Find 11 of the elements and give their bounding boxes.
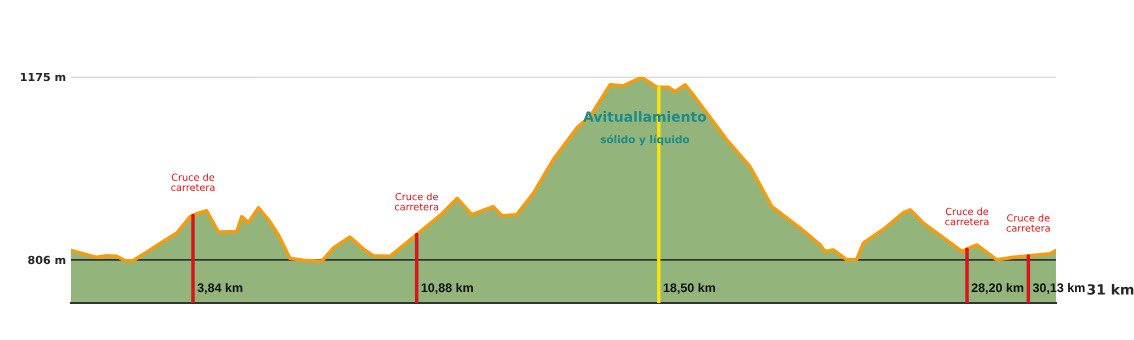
y-tick-label: 806 m	[28, 255, 66, 265]
y-tick-label: 1175 m	[21, 72, 66, 82]
annotation: Cruce de carretera	[945, 207, 989, 226]
annotation: Cruce de carretera	[1006, 214, 1050, 232]
ref-line-label: 18,50 km	[663, 282, 716, 294]
ref-line-label: 3,84 km	[197, 282, 243, 294]
ref-line-label: 28,20 km	[971, 282, 1024, 294]
text: 31 km	[1087, 283, 1134, 295]
annotation: Cruce de carretera	[394, 192, 439, 211]
ref-line-label: 10,88 km	[421, 282, 473, 294]
annotation: Cruce de carretera	[171, 173, 215, 192]
